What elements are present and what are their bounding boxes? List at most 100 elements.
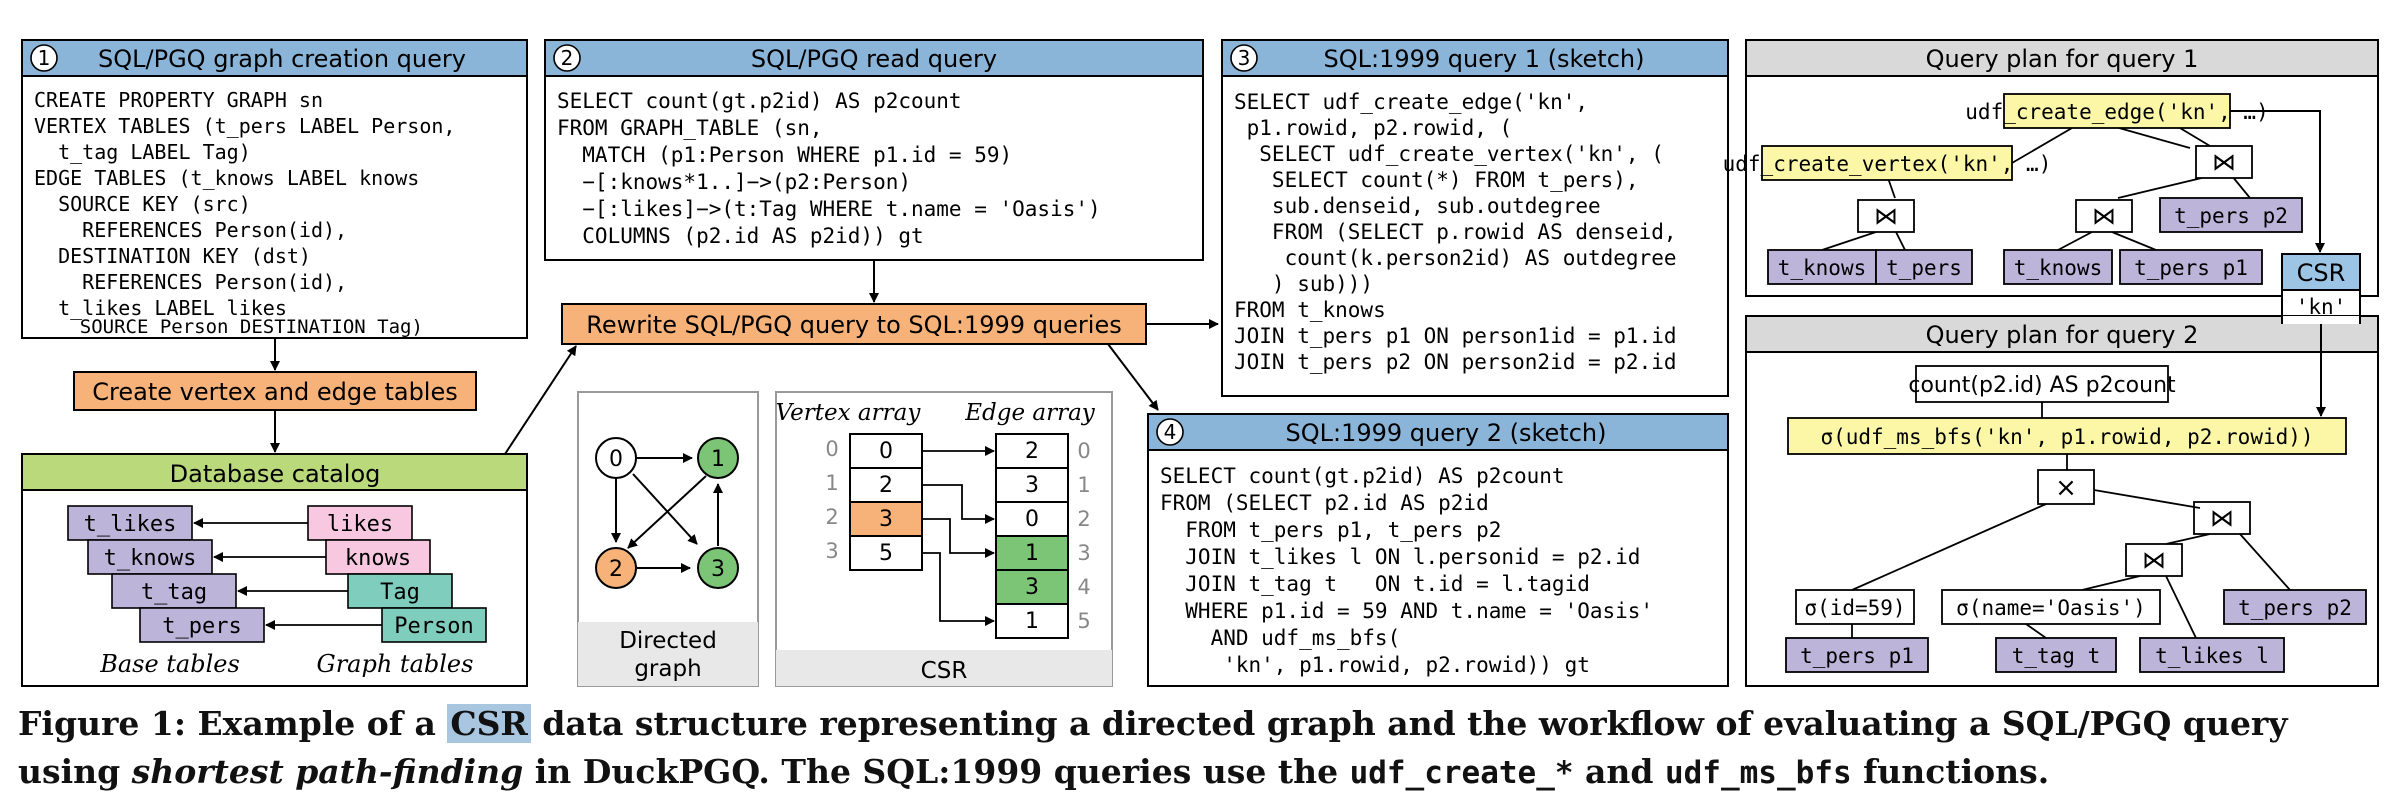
vertex-array-cell: 3 [879, 507, 893, 532]
graph-node-3-label: 3 [711, 557, 725, 582]
code-line: JOIN t_tag t ON t.id = l.tagid [1160, 572, 1590, 596]
caption-text: functions. [1851, 752, 2050, 791]
edge-array-cell: 2 [1025, 439, 1039, 464]
code-line: p1.rowid, p2.rowid, ( [1234, 116, 1512, 140]
base-table-t-likes: t_likes [84, 512, 177, 537]
udf-create-vertex-node: udf_create_vertex('kn', …) [1723, 152, 2052, 176]
caption-text: and [1573, 752, 1665, 791]
join-node: ⋈ [2210, 504, 2234, 532]
code-line: t_likes LABEL likes [34, 296, 287, 320]
code-line: t_tag LABEL Tag) [34, 140, 251, 164]
edge-index: 4 [1077, 575, 1090, 599]
code-line: JOIN t_likes l ON l.personid = p2.id [1160, 545, 1640, 569]
graph-node-1 [697, 437, 739, 479]
step-number-badge [30, 44, 58, 72]
plan-leaf-table: t_pers p1 [2134, 256, 2248, 280]
graph-caption: Directed [619, 628, 717, 654]
step-number: 3 [1238, 46, 1251, 70]
vertex-index: 2 [825, 505, 838, 529]
code-line: SELECT udf_create_vertex('kn', ( [1234, 142, 1664, 166]
code-line: FROM t_knows [1234, 298, 1386, 322]
code-line: FROM GRAPH_TABLE (sn, [557, 116, 823, 140]
create-tables-step: Create vertex and edge tables [73, 371, 477, 411]
code-line: FROM (SELECT p2.id AS p2id [1160, 491, 1489, 515]
vertex-array-cell: 0 [879, 439, 893, 464]
panel-read-query: 2 SQL/PGQ read query SELECT count(gt.p2i… [544, 39, 1204, 261]
graph-table-knows: knows [345, 546, 411, 571]
code-line: DESTINATION KEY (dst) [34, 244, 311, 268]
database-catalog: Database catalog t_likes t_knows t_tag t… [21, 453, 528, 687]
csr-box-title: CSR [2297, 259, 2346, 287]
graph-node-0-label: 0 [609, 447, 623, 472]
vertex-array-cell: 2 [879, 473, 893, 498]
graph-table-likes: likes [327, 512, 393, 537]
filter-name-node: σ(name='Oasis') [1956, 596, 2146, 620]
vertex-index: 1 [825, 471, 838, 495]
plan-leaf-table: t_tag t [2012, 644, 2101, 668]
code-line: VERTEX TABLES (t_pers LABEL Person, [34, 114, 455, 138]
bfs-filter-node: σ(udf_ms_bfs('kn', p1.rowid, p2.rowid)) [1820, 425, 2313, 449]
vertex-index: 3 [825, 539, 838, 563]
filter-id-node: σ(id=59) [1804, 596, 1905, 620]
caption-highlight: CSR [447, 704, 531, 743]
join-node: ⋈ [2092, 202, 2116, 230]
edge-array-cell: 3 [1025, 575, 1039, 600]
graph-table-person: Person [394, 614, 473, 639]
base-table-t-pers: t_pers [162, 614, 241, 639]
plan-leaf-table: t_pers p2 [2238, 596, 2352, 620]
edge-index: 2 [1077, 507, 1090, 531]
plan-leaf-table: t_pers p1 [1800, 644, 1914, 668]
graph-node-2 [595, 547, 637, 589]
code-line: JOIN t_pers p1 ON person1id = p1.id [1234, 324, 1677, 348]
code-line: REFERENCES Person(id), [34, 270, 347, 294]
caption-text: using [18, 752, 132, 791]
code-line: SOURCE Person DESTINATION Tag) [34, 316, 423, 338]
code-line: CREATE PROPERTY GRAPH sn [34, 88, 323, 112]
graph-table-tag: Tag [380, 580, 420, 605]
graph-node-1-label: 1 [711, 447, 725, 472]
step-label: Rewrite SQL/PGQ query to SQL:1999 querie… [586, 311, 1121, 339]
graph-tables-caption: Graph tables [317, 650, 474, 678]
plan-title: Query plan for query 2 [1926, 321, 2199, 349]
code-line: EDGE TABLES (t_knows LABEL knows [34, 166, 419, 190]
edge-array-cell: 0 [1025, 507, 1039, 532]
panel-title: SQL/PGQ read query [751, 45, 997, 73]
caption-text: Figure 1: Example of a [18, 704, 448, 743]
panel-title: SQL:1999 query 1 (sketch) [1324, 45, 1645, 73]
step-number-badge [1230, 44, 1258, 72]
code-line: SOURCE KEY (src) [34, 192, 251, 216]
code-line: count(k.person2id) AS outdegree [1234, 246, 1677, 270]
panel-title: SQL:1999 query 2 (sketch) [1286, 419, 1607, 447]
code-block: SELECT count(gt.p2id) AS p2count FROM GR… [557, 89, 1101, 248]
rewrite-step: Rewrite SQL/PGQ query to SQL:1999 querie… [561, 303, 1147, 345]
edge-index: 1 [1077, 473, 1090, 497]
plan-leaf-table: t_knows [1778, 256, 1867, 280]
step-number: 2 [561, 46, 574, 70]
code-line: WHERE p1.id = 59 AND t.name = 'Oasis' [1160, 599, 1653, 623]
code-block: CREATE PROPERTY GRAPH sn VERTEX TABLES (… [34, 88, 455, 338]
csr-caption: CSR [921, 658, 968, 684]
graph-node-2-label: 2 [609, 557, 623, 582]
code-line: SELECT count(*) FROM t_pers), [1234, 168, 1639, 192]
base-tables-caption: Base tables [99, 650, 240, 678]
step-number: 1 [38, 46, 51, 70]
csr-panel: Vertex array Edge array 0 1 2 3 0 2 3 5 … [775, 391, 1113, 687]
figure-caption: Figure 1: Example of a CSR data structur… [18, 700, 2388, 797]
step-number-badge [553, 44, 581, 72]
edge-index: 3 [1077, 541, 1090, 565]
plan-leaf-table: t_pers p2 [2174, 204, 2288, 228]
edge-index: 5 [1077, 609, 1090, 633]
catalog-title: Database catalog [170, 460, 381, 488]
code-line: COLUMNS (p2.id AS p2id)) gt [557, 224, 924, 248]
code-line: JOIN t_pers p2 ON person2id = p2.id [1234, 350, 1677, 374]
caption-text: in DuckPGQ. The SQL:1999 queries use the [523, 752, 1350, 791]
code-block: SELECT udf_create_edge('kn', p1.rowid, p… [1234, 90, 1677, 374]
vertex-index: 0 [825, 437, 838, 461]
caption-code: udf_create_* [1349, 755, 1574, 791]
code-line: MATCH (p1:Person WHERE p1.id = 59) [557, 143, 1012, 167]
graph-node-0 [595, 437, 637, 479]
code-line: FROM (SELECT p.rowid AS denseid, [1234, 220, 1677, 244]
cross-product-node: × [2055, 473, 2077, 503]
code-line: SELECT udf_create_edge('kn', [1234, 90, 1588, 114]
